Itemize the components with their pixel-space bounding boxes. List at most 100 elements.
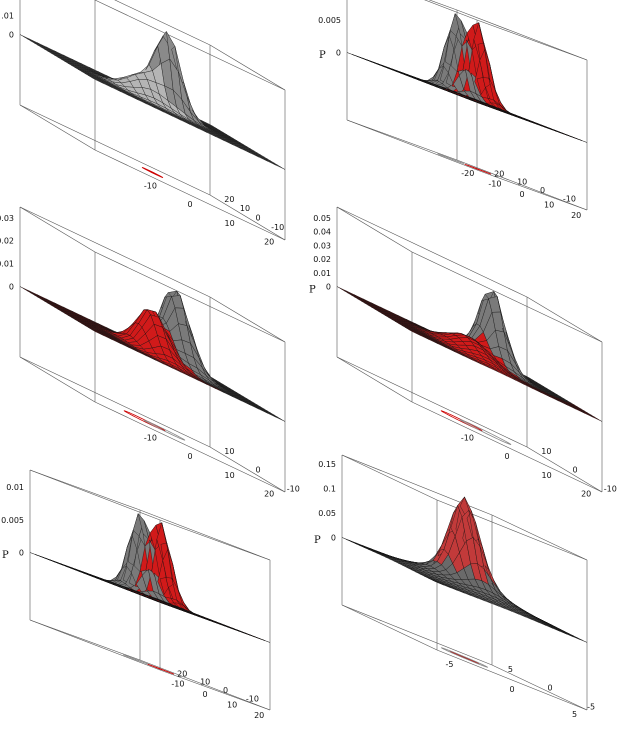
chart-panel-5: 0.01 0.005 0 P -10 0 10 20 20 10 0 -10 <box>1 469 271 720</box>
box-edge <box>336 206 413 253</box>
box-edge <box>336 356 413 403</box>
y-tick-label: 0 <box>540 186 545 195</box>
box-edge <box>94 251 286 343</box>
box-edge <box>29 619 141 661</box>
z-tick-label: 0 <box>336 49 341 58</box>
y-tick-label: 0 <box>573 466 578 475</box>
z-tick-label: 0.15 <box>318 460 336 469</box>
y-tick-label: 0 <box>223 686 228 695</box>
box-edge <box>336 206 528 298</box>
x-tick-label: 0 <box>504 452 509 461</box>
y-tick-label: -10 <box>271 223 284 232</box>
x-tick-label: 0 <box>509 685 514 694</box>
y-tick-label: 20 <box>177 669 187 678</box>
box-edge <box>341 454 438 501</box>
z-tick-label: 0.05 <box>318 509 336 518</box>
x-tick-label: 0 <box>202 690 207 699</box>
chart-panel-6: 0.15 0.1 0.05 0 P -5 0 5 5 0 -5 <box>314 454 595 719</box>
y-tick-label: 0 <box>256 214 261 223</box>
box-edge <box>114 0 211 46</box>
box-edge <box>209 446 286 493</box>
z-tick-label: 0.02 <box>313 255 331 264</box>
x-tick-label: -10 <box>461 433 474 442</box>
x-tick-label: 0 <box>519 190 524 199</box>
surface-facet <box>272 163 286 170</box>
x-tick-label: 20 <box>581 490 591 499</box>
x-tick-label: -5 <box>446 660 454 669</box>
contour-ring <box>143 419 186 441</box>
box-edge <box>29 619 161 671</box>
y-tick-label: 10 <box>200 678 210 687</box>
z-tick-label: .02 <box>1 0 14 2</box>
y-tick-label: -10 <box>246 694 259 703</box>
y-tick-label: 10 <box>240 204 250 213</box>
box-edge <box>456 159 588 211</box>
box-edge <box>341 604 438 651</box>
z-tick-label: 0.05 <box>313 214 331 223</box>
z-tick-label: 0.005 <box>1 516 24 525</box>
z-tick-label: 0.1 <box>323 485 336 494</box>
contour-ring <box>123 654 150 666</box>
z-tick-label: 0.005 <box>318 16 341 25</box>
box-edge <box>526 446 603 493</box>
z-axis-label: P <box>309 285 316 296</box>
box-edge <box>436 649 588 711</box>
box-edge <box>29 469 161 521</box>
box-edge <box>19 356 211 448</box>
z-tick-label: 0.02 <box>0 237 14 246</box>
surface-facet <box>272 415 286 422</box>
box-edge <box>209 194 286 241</box>
x-tick-label: -10 <box>144 181 157 190</box>
surface-facet <box>259 638 271 643</box>
y-tick-label: 0 <box>548 684 553 693</box>
x-tick-label: 10 <box>541 471 551 480</box>
x-tick-label: -20 <box>461 169 474 178</box>
box-edge <box>159 669 271 711</box>
box-edge <box>476 169 588 211</box>
z-tick-label: 0.01 <box>6 483 24 492</box>
box-edge <box>346 119 478 171</box>
x-tick-label: 0 <box>187 200 192 209</box>
box-edge <box>94 149 286 241</box>
box-edge <box>491 664 588 711</box>
x-tick-label: 10 <box>544 200 554 209</box>
box-edge <box>19 206 96 253</box>
z-tick-label: 0.01 <box>0 260 14 269</box>
box-edge <box>428 0 458 11</box>
y-tick-label: -10 <box>604 484 617 493</box>
box-edge <box>411 251 603 343</box>
contour-ring <box>459 418 512 446</box>
box-edge <box>336 356 528 448</box>
y-tick-label: 5 <box>508 665 513 674</box>
y-tick-label: 0 <box>256 466 261 475</box>
box-edge <box>139 509 271 561</box>
surface-facet <box>576 138 588 143</box>
z-axis-label: P <box>319 50 326 61</box>
contour-ring <box>141 167 164 178</box>
y-tick-label: -5 <box>587 702 595 711</box>
box-edge <box>19 104 211 196</box>
x-tick-label: 20 <box>264 490 274 499</box>
box-edge <box>94 401 286 493</box>
x-tick-label: -10 <box>171 680 184 689</box>
chart-panel-4: 0.05 0.04 0.03 0.02 0.01 0 P -10 0 10 20 10 0 -10 <box>309 206 617 499</box>
box-edge <box>139 659 271 711</box>
z-tick-label: 0.03 <box>313 241 331 250</box>
box-edge <box>19 104 96 151</box>
z-tick-label: .01 <box>1 12 14 21</box>
x-tick-label: 20 <box>571 211 581 220</box>
box-edge <box>491 514 588 561</box>
z-tick-label: 0 <box>331 534 336 543</box>
box-edge <box>411 401 603 493</box>
x-tick-label: 10 <box>224 471 234 480</box>
box-edge <box>424 0 478 21</box>
box-edge <box>19 356 96 403</box>
z-tick-label: 0 <box>9 31 14 40</box>
box-edge <box>209 44 286 91</box>
y-tick-label: 20 <box>494 169 504 178</box>
x-tick-label: 20 <box>254 711 264 720</box>
z-tick-label: 0.04 <box>313 228 331 237</box>
